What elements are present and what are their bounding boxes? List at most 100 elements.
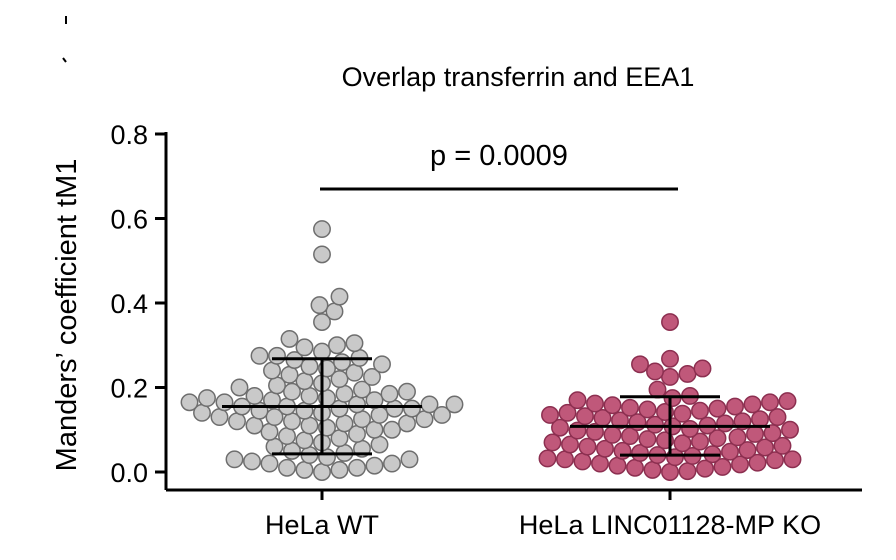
data-point — [398, 414, 416, 433]
data-point — [556, 450, 574, 469]
data-point — [295, 460, 314, 479]
data-point — [295, 338, 314, 357]
data-point — [268, 346, 286, 365]
data-point — [295, 401, 314, 420]
data-point — [673, 404, 692, 423]
data-point — [708, 429, 727, 448]
data-point — [210, 408, 229, 427]
data-point — [278, 458, 296, 477]
data-point — [385, 399, 404, 418]
y-axis-label: Manders’ coefficient tM1 — [51, 159, 83, 472]
data-point — [383, 454, 401, 473]
data-point — [310, 296, 329, 315]
data-point — [693, 359, 712, 378]
data-point — [380, 384, 399, 403]
data-point — [538, 449, 557, 468]
data-point — [673, 434, 692, 453]
data-point — [245, 387, 264, 405]
data-point — [295, 372, 314, 391]
data-point — [283, 382, 301, 401]
data-point — [330, 370, 349, 388]
data-point — [365, 391, 384, 410]
y-tick-label: 0.2 — [110, 374, 148, 404]
data-point — [433, 406, 451, 424]
data-point — [445, 395, 464, 414]
data-point — [313, 313, 331, 331]
y-tick-label: 0.4 — [110, 289, 148, 319]
data-point — [541, 406, 559, 424]
data-point — [646, 362, 664, 381]
data-point — [621, 398, 639, 417]
data-point — [781, 420, 799, 439]
data-point — [180, 393, 199, 412]
data-point — [313, 220, 331, 239]
data-point — [373, 355, 391, 374]
data-point — [696, 459, 714, 478]
data-point — [313, 245, 331, 264]
data-point — [365, 456, 384, 475]
data-point — [263, 361, 281, 380]
data-point — [333, 353, 351, 372]
data-point — [370, 406, 389, 424]
data-point — [746, 425, 764, 443]
data-point — [661, 367, 679, 386]
data-point — [300, 357, 319, 376]
data-point — [578, 437, 597, 456]
data-point — [713, 457, 732, 476]
data-point — [370, 435, 389, 454]
data-point — [265, 408, 284, 427]
data-point — [328, 336, 346, 355]
data-point — [400, 450, 419, 469]
data-point — [543, 433, 562, 452]
data-point — [260, 454, 279, 473]
chart-title: Overlap transferrin and EEA1 — [342, 62, 695, 92]
x-category-label: HeLa LINC01128-MP KO — [519, 510, 821, 540]
data-point — [335, 414, 354, 433]
data-point — [586, 394, 604, 413]
data-point — [643, 460, 662, 479]
y-axis: 0.0 0.2 0.4 0.6 0.8 — [110, 120, 168, 490]
data-point — [726, 397, 744, 416]
data-point — [626, 458, 644, 477]
corner-marks — [62, 16, 67, 63]
data-point — [603, 396, 622, 415]
error-bars — [222, 357, 770, 457]
data-point — [678, 462, 697, 481]
data-point — [335, 384, 354, 403]
data-point — [551, 418, 569, 437]
data-point — [738, 441, 757, 459]
data-point — [748, 453, 767, 472]
data-point — [398, 382, 416, 401]
p-value-label: p = 0.0009 — [430, 140, 568, 172]
data-point — [353, 410, 371, 429]
data-point — [280, 329, 299, 348]
data-point — [568, 391, 587, 410]
data-point — [691, 432, 709, 451]
data-point — [596, 439, 614, 458]
data-point — [300, 387, 319, 405]
data-point — [761, 393, 779, 412]
corner-mark — [62, 57, 67, 63]
data-point — [558, 403, 577, 422]
data-point — [363, 367, 381, 386]
data-point — [611, 411, 629, 430]
data-point — [646, 415, 664, 434]
data-point — [245, 416, 264, 435]
data-point — [631, 355, 649, 374]
data-point — [591, 454, 609, 473]
data-point — [228, 412, 246, 431]
data-point — [325, 302, 344, 321]
data-point — [353, 380, 371, 399]
data-point — [783, 450, 802, 469]
data-point — [743, 395, 762, 414]
data-point — [243, 452, 261, 471]
data-point — [215, 393, 234, 412]
data-point — [768, 408, 787, 427]
significance-bracket: p = 0.0009 — [320, 140, 678, 191]
data-point — [280, 365, 299, 384]
data-point — [225, 450, 244, 469]
data-point — [681, 419, 699, 438]
data-point — [631, 444, 649, 462]
data-point — [348, 458, 366, 477]
